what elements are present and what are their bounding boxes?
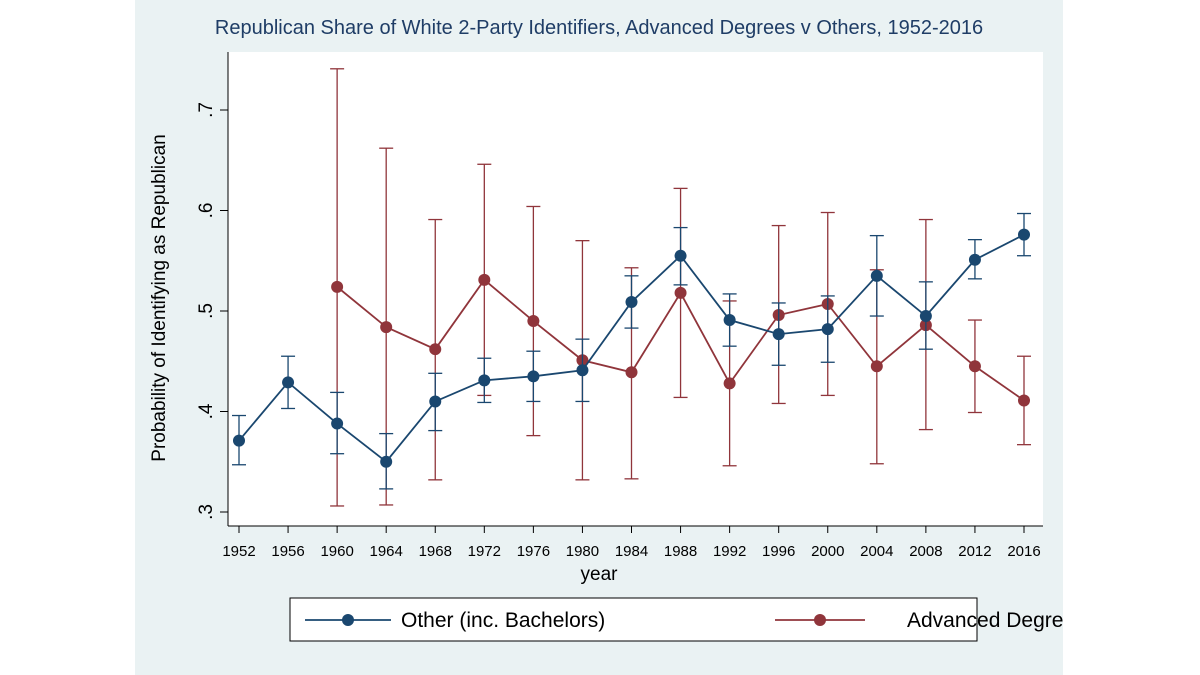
- chart-background: Republican Share of White 2-Party Identi…: [135, 0, 1063, 675]
- data-point: [919, 310, 932, 323]
- legend-box: [289, 597, 978, 642]
- data-point: [968, 360, 981, 373]
- data-point: [233, 434, 245, 447]
- series-layer: [232, 68, 1031, 507]
- x-tick-label: 1968: [419, 543, 452, 560]
- x-tick-label: 1980: [566, 543, 599, 560]
- data-point: [331, 280, 344, 293]
- x-tick-label: 1996: [762, 543, 795, 560]
- data-point: [576, 364, 589, 377]
- x-tick-label: 2016: [1007, 543, 1040, 560]
- x-tick-label: 1976: [517, 543, 550, 560]
- data-point: [772, 328, 785, 341]
- data-point: [625, 366, 638, 379]
- data-point: [527, 370, 540, 383]
- data-point: [723, 377, 736, 390]
- x-axis-label: year: [581, 564, 619, 585]
- x-tick-label: 2004: [860, 543, 893, 560]
- legend-marker: [342, 614, 354, 626]
- legend-label: Other (inc. Bachelors): [401, 609, 605, 632]
- x-tick-label: 1952: [222, 543, 255, 560]
- line-chart: Republican Share of White 2-Party Identi…: [149, 17, 1063, 642]
- data-point: [331, 417, 344, 430]
- y-axis-label: Probability of Identifying as Republican: [149, 134, 170, 461]
- data-point: [429, 343, 442, 356]
- x-tick-label: 2000: [811, 543, 844, 560]
- x-tick-label: 1988: [664, 543, 697, 560]
- data-point: [1018, 394, 1030, 407]
- plot-area: [228, 52, 1043, 526]
- y-tick-label: .4: [196, 403, 217, 419]
- x-tick-label: 2008: [909, 543, 942, 560]
- chart-title: Republican Share of White 2-Party Identi…: [215, 17, 983, 39]
- data-point: [429, 395, 442, 408]
- x-tick-label: 1992: [713, 543, 746, 560]
- x-tick-label: 1956: [271, 543, 304, 560]
- legend-item: Other (inc. Bachelors): [305, 609, 605, 632]
- legend-marker: [814, 614, 826, 626]
- data-point: [478, 273, 491, 286]
- data-point: [674, 249, 687, 262]
- data-point: [674, 286, 687, 299]
- data-point: [968, 253, 981, 266]
- legend-item: Advanced Degree: [775, 609, 1063, 632]
- x-tick-label: 1972: [468, 543, 501, 560]
- y-tick-label: .7: [196, 102, 217, 118]
- data-point: [723, 314, 736, 327]
- data-point: [625, 295, 638, 308]
- legend: Other (inc. Bachelors) Advanced Degree: [289, 597, 1063, 642]
- data-point: [821, 323, 834, 336]
- data-point: [380, 321, 393, 334]
- legend-label: Advanced Degree: [907, 609, 1063, 632]
- y-tick-label: .6: [196, 203, 217, 219]
- x-tick-label: 1964: [370, 543, 403, 560]
- y-tick-label: .3: [196, 504, 217, 520]
- data-point: [1018, 228, 1030, 241]
- data-point: [380, 455, 393, 468]
- data-point: [527, 315, 540, 328]
- axes: .3.4.5.6.7 1952 1956 1960 1964 1968 1972 1976 1…: [196, 52, 1043, 560]
- data-point: [478, 374, 491, 387]
- data-point: [282, 376, 295, 389]
- legend-items: Other (inc. Bachelors) Advanced Degree: [305, 609, 1063, 632]
- x-ticks: 1952 1956 1960 1964 1968 1972 1976 1980 1984 1988…: [222, 526, 1041, 560]
- data-point: [870, 360, 883, 373]
- x-tick-label: 1960: [320, 543, 353, 560]
- x-tick-label: 1984: [615, 543, 648, 560]
- y-ticks: .3 .4 .5 .6 .7: [196, 102, 228, 520]
- series-0: [232, 212, 1031, 490]
- x-tick-label: 2012: [958, 543, 991, 560]
- series-1: [330, 68, 1031, 507]
- data-point: [870, 269, 883, 282]
- y-tick-label: .5: [196, 303, 217, 319]
